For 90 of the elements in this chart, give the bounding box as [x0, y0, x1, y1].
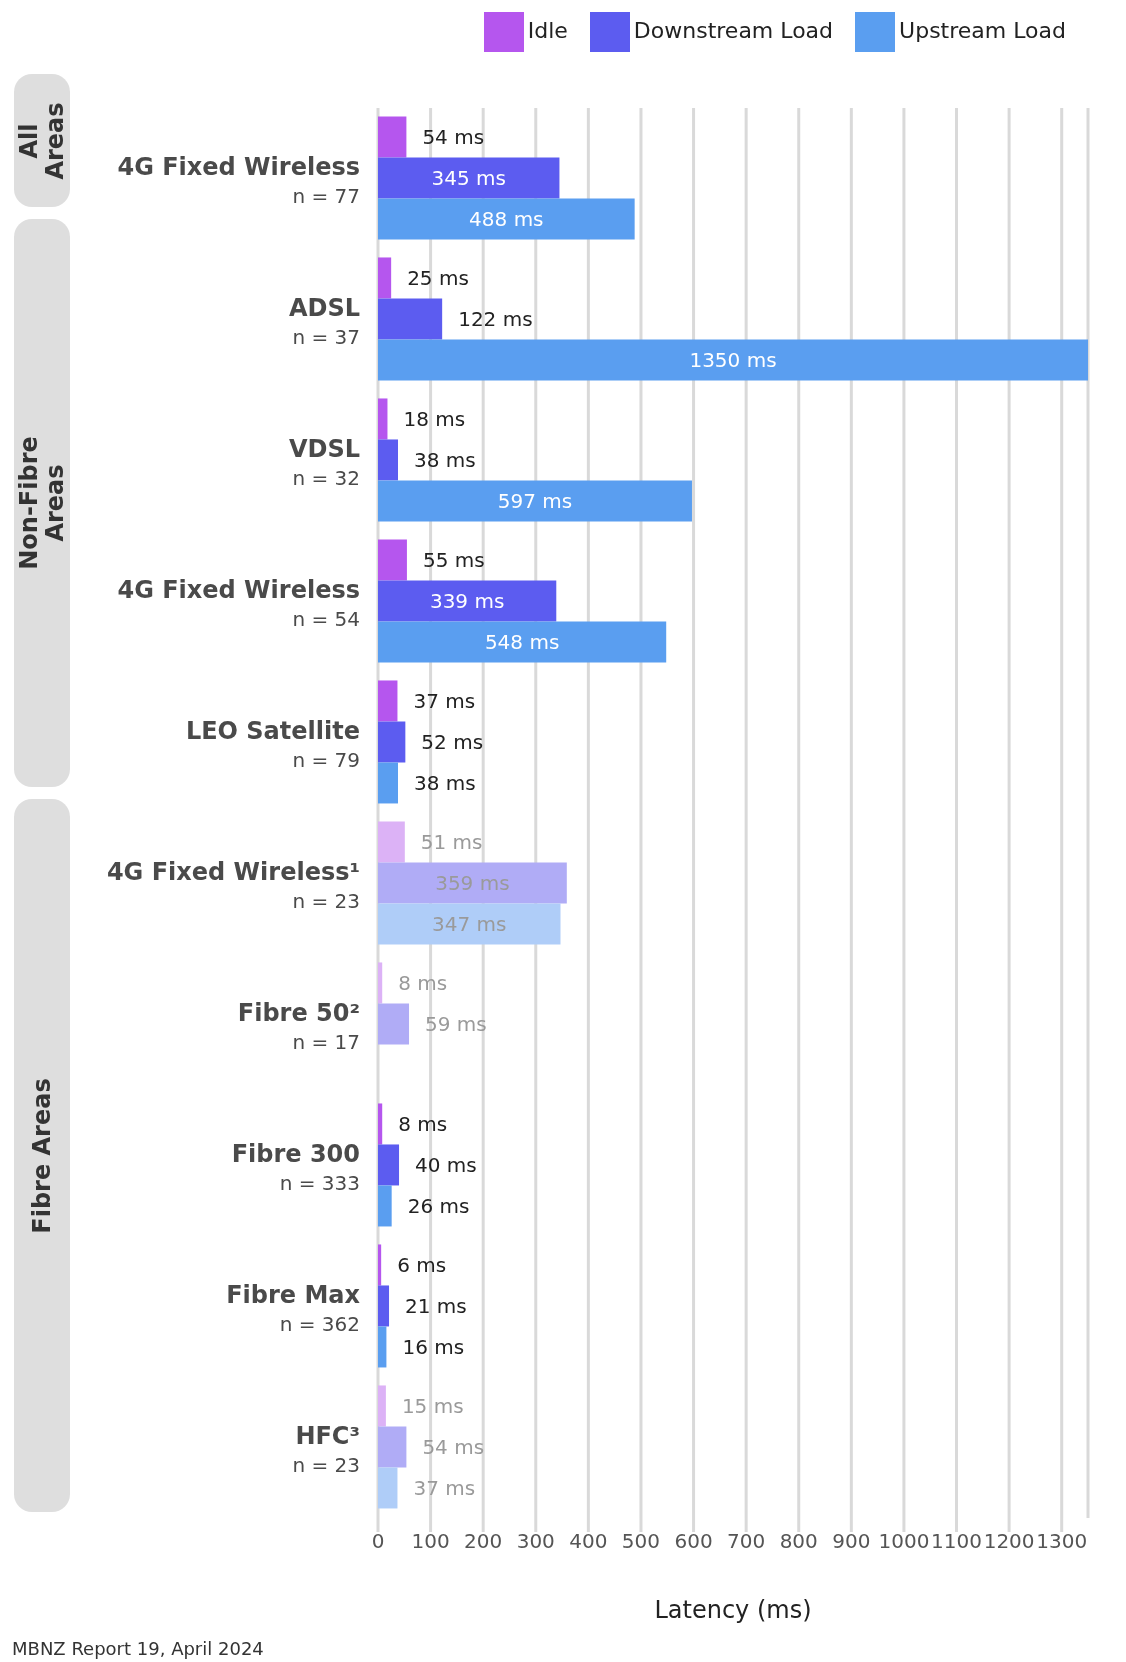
y-tick-label: LEO Satellite n = 79: [185, 716, 360, 772]
bar: [378, 480, 692, 522]
x-tick-label: 300: [516, 1529, 555, 1554]
y-tick-label: 4G Fixed Wireless n = 54: [117, 575, 360, 631]
data-label: 55 ms: [422, 547, 485, 572]
y-tick-label: VDSL n = 32: [288, 434, 360, 490]
x-tick-label: 0: [371, 1529, 385, 1554]
x-tick-label: 1000: [878, 1529, 930, 1554]
bar: [378, 762, 398, 804]
data-label: 51 ms: [420, 829, 483, 854]
bar: [378, 1326, 387, 1368]
data-label: 339 ms: [429, 588, 505, 613]
data-label: 15 ms: [401, 1393, 464, 1418]
data-label: 359 ms: [435, 870, 510, 895]
x-axis-title: Latency (ms): [654, 1596, 812, 1624]
bar: [378, 1185, 392, 1227]
data-label: 8 ms: [398, 1111, 448, 1136]
data-label: 488 ms: [469, 206, 544, 231]
data-label: 21 ms: [405, 1293, 467, 1318]
bar: [378, 1103, 383, 1145]
data-label: 18 ms: [403, 406, 466, 431]
x-tick-label: 1200: [983, 1529, 1035, 1554]
y-tick-label: Fibre 300 n = 333: [231, 1139, 360, 1195]
data-label: 8 ms: [398, 970, 448, 995]
data-label: 122 ms: [458, 306, 533, 331]
x-tick-label: 1100: [931, 1529, 982, 1554]
text: Fibre Areas: [28, 1076, 56, 1236]
data-label: 597 ms: [497, 488, 573, 513]
y-tick-label: 4G Fixed Wireless n = 77: [117, 152, 360, 208]
y-tick-label: ADSL n = 37: [288, 293, 360, 349]
bar: [378, 580, 557, 622]
data-label: 347 ms: [432, 911, 507, 936]
data-label: 38 ms: [413, 770, 476, 795]
x-tick-label: 700: [727, 1529, 766, 1554]
data-label: 345 ms: [431, 165, 506, 190]
bar: [378, 157, 560, 199]
data-label: 6 ms: [397, 1252, 447, 1277]
data-label: 52 ms: [421, 729, 484, 754]
bar: [378, 116, 407, 158]
data-label: 40 ms: [415, 1152, 477, 1177]
legend-label: Downstream Load: [633, 18, 834, 43]
x-tick-label: 900: [832, 1529, 871, 1554]
data-label: 37 ms: [413, 688, 476, 713]
bar: [378, 1003, 410, 1045]
data-label: 59 ms: [425, 1011, 487, 1036]
bar: [378, 257, 392, 299]
data-label: 1350 ms: [689, 347, 777, 372]
data-label: 548 ms: [484, 629, 560, 654]
data-label: 38 ms: [413, 447, 476, 472]
legend-label: Upstream Load: [899, 18, 1066, 43]
bar: [378, 1385, 386, 1427]
bar: [378, 903, 561, 945]
y-tick-label: Fibre 50² n = 17: [237, 998, 360, 1054]
bar: [378, 721, 406, 763]
data-label: 37 ms: [413, 1475, 476, 1500]
bar: [378, 1285, 390, 1327]
data-label: 54 ms: [422, 1434, 485, 1459]
bar: [378, 1244, 382, 1286]
bar: [378, 1144, 400, 1186]
legend-label: Idle: [527, 18, 568, 43]
bar: [378, 862, 567, 904]
text: MBNZ Report 19, April 2024: [12, 1638, 264, 1659]
bar: [378, 962, 383, 1004]
text: Non-Fibre Areas: [15, 435, 69, 572]
data-label: 16 ms: [402, 1334, 465, 1359]
x-tick-label: 1300: [1036, 1529, 1088, 1554]
y-tick-label: HFC³ n = 23: [292, 1421, 360, 1477]
x-tick-label: 600: [674, 1529, 713, 1554]
bar: [378, 1467, 398, 1509]
bar: [378, 198, 635, 240]
x-tick-label: 800: [779, 1529, 818, 1554]
x-tick-label: 400: [569, 1529, 608, 1554]
bar: [378, 621, 667, 663]
data-label: 25 ms: [407, 265, 469, 290]
bar: [378, 298, 443, 340]
x-tick-label: 100: [411, 1529, 450, 1554]
x-tick-label: 200: [464, 1529, 503, 1554]
bar: [378, 680, 398, 722]
bar: [378, 398, 388, 440]
bar: [378, 439, 398, 481]
data-label: 54 ms: [422, 124, 485, 149]
bar: [378, 1426, 407, 1468]
bar: [378, 539, 407, 581]
y-tick-label: 4G Fixed Wireless¹ n = 23: [106, 857, 360, 913]
x-tick-label: 500: [621, 1529, 661, 1554]
bar: [378, 821, 405, 863]
bar: [378, 339, 1088, 381]
y-tick-label: Fibre Max n = 362: [226, 1280, 361, 1336]
data-label: 26 ms: [407, 1193, 470, 1218]
text: All Areas: [15, 100, 69, 182]
